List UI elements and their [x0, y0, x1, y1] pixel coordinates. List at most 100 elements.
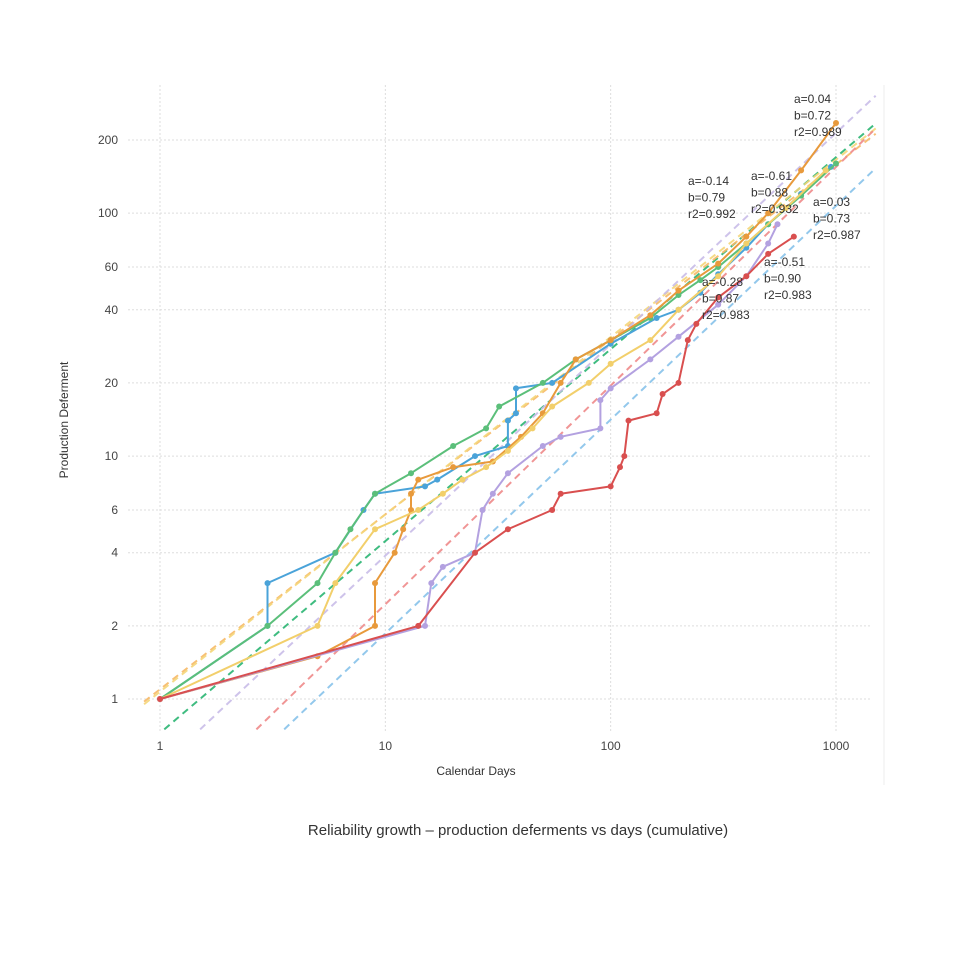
data-point — [715, 260, 722, 267]
fit-annotation-line: r2=0.983 — [702, 308, 750, 322]
fit-annotation-line: r2=0.987 — [813, 228, 861, 242]
data-point — [504, 526, 511, 533]
y-tick-label: 2 — [111, 619, 118, 633]
data-point — [607, 385, 614, 392]
data-point — [157, 696, 163, 702]
data-point — [607, 360, 614, 367]
fit-annotation-line: a=-0.28 — [702, 275, 743, 289]
fit-annotation-line: r2=0.932 — [751, 202, 799, 216]
data-point — [572, 356, 579, 363]
data-point — [765, 240, 772, 247]
fit-line — [199, 95, 877, 731]
data-point — [675, 287, 682, 294]
data-point — [483, 425, 490, 432]
data-point — [675, 292, 682, 299]
data-point — [647, 356, 654, 363]
data-series — [157, 119, 839, 702]
data-point — [408, 506, 415, 513]
data-point — [422, 483, 429, 490]
data-point — [391, 549, 398, 556]
data-point — [415, 476, 422, 483]
data-point — [539, 379, 546, 386]
data-point — [439, 490, 446, 497]
series-line — [159, 223, 779, 700]
data-point — [743, 233, 750, 240]
tick-labels: 1 10 100 1000 1 2 4 6 10 20 40 60 100 200 — [98, 133, 850, 753]
data-point — [372, 526, 379, 533]
data-point — [314, 580, 321, 587]
data-point — [675, 333, 682, 340]
data-point — [314, 622, 321, 629]
data-point — [450, 464, 457, 471]
data-point — [653, 315, 660, 322]
data-point — [822, 167, 829, 174]
data-point — [675, 379, 682, 386]
data-point — [400, 526, 407, 533]
fit-annotation-line: a=0.04 — [794, 92, 831, 106]
y-tick-label: 4 — [111, 546, 118, 560]
fit-annotation: a=-0.51 b=0.90 r2=0.983 — [764, 255, 812, 302]
y-tick-label: 60 — [105, 260, 119, 274]
data-point — [372, 622, 379, 629]
fit-annotation-line: b=0.72 — [794, 109, 831, 123]
data-point — [743, 273, 750, 280]
data-point — [697, 277, 704, 284]
fit-annotation: a=-0.14 b=0.79 r2=0.992 — [688, 174, 736, 221]
data-point — [715, 294, 722, 301]
x-tick-label: 10 — [379, 739, 393, 753]
data-point — [616, 464, 623, 471]
data-point — [332, 549, 339, 556]
data-point — [504, 417, 511, 424]
data-point — [715, 273, 722, 280]
data-point — [512, 385, 519, 392]
data-point — [790, 233, 797, 240]
data-point — [607, 337, 614, 344]
y-axis-label: Production Deferment — [57, 361, 71, 478]
fit-annotation-line: r2=0.983 — [764, 288, 812, 302]
data-point — [765, 210, 772, 217]
data-point — [783, 204, 790, 211]
fit-annotation-line: a=-0.51 — [764, 255, 805, 269]
data-point — [597, 397, 604, 404]
data-point — [332, 580, 339, 587]
fit-annotation-line: b=0.87 — [702, 292, 739, 306]
data-point — [504, 447, 511, 454]
data-point — [264, 580, 271, 587]
data-point — [496, 403, 503, 410]
data-point — [715, 301, 722, 308]
grid — [128, 85, 885, 785]
x-tick-label: 1 — [157, 739, 164, 753]
data-point — [372, 490, 379, 497]
fit-annotation-line: b=0.79 — [688, 191, 725, 205]
data-point — [557, 379, 564, 386]
data-point — [347, 526, 354, 533]
fit-annotation-line: b=0.73 — [813, 212, 850, 226]
data-point — [415, 506, 422, 513]
data-point — [675, 306, 682, 313]
series-line — [159, 235, 795, 700]
fit-annotation-line: b=0.88 — [751, 186, 788, 200]
fit-annotation-line: a=0.03 — [813, 195, 850, 209]
data-point — [647, 337, 654, 344]
data-point — [597, 425, 604, 432]
data-point — [743, 240, 750, 247]
x-axis-label: Calendar Days — [436, 764, 515, 778]
data-point — [833, 119, 839, 126]
data-point — [372, 580, 379, 587]
fit-annotation-line: r2=0.992 — [688, 207, 736, 221]
data-point — [472, 549, 479, 556]
data-point — [549, 506, 556, 513]
fit-annotation-line: b=0.90 — [764, 272, 801, 286]
fit-annotation: a=0.03 b=0.73 r2=0.987 — [813, 195, 861, 242]
data-point — [422, 622, 429, 629]
fit-annotation-line: r2=0.989 — [794, 125, 842, 139]
y-tick-label: 1 — [111, 692, 118, 706]
data-point — [607, 483, 614, 490]
data-point — [512, 410, 519, 417]
y-tick-label: 100 — [98, 206, 118, 220]
x-tick-label: 100 — [601, 739, 621, 753]
data-point — [621, 453, 628, 460]
data-point — [647, 312, 654, 319]
data-point — [585, 379, 592, 386]
